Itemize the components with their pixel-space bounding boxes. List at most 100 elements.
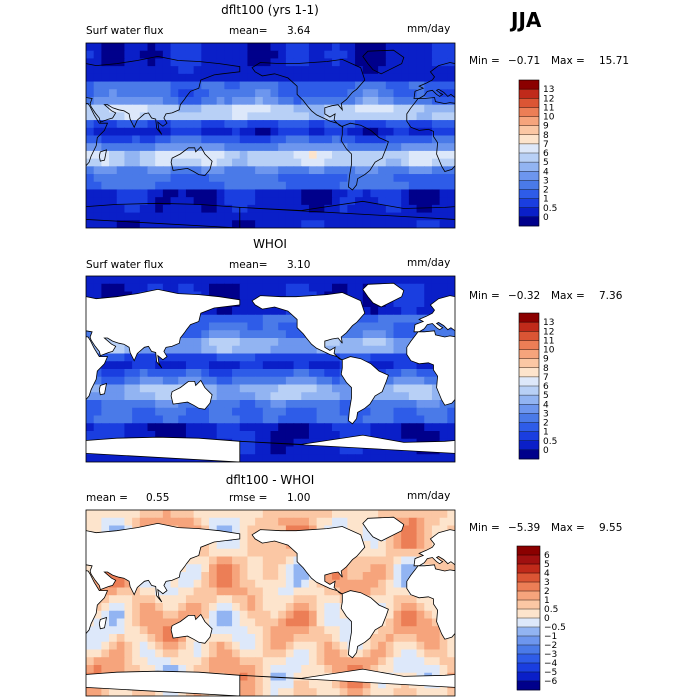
map-cell (416, 400, 425, 409)
map-cell (393, 680, 402, 689)
map-cell (370, 89, 379, 98)
map-cell (385, 89, 395, 98)
map-cell (401, 166, 410, 175)
map-cell (393, 66, 402, 75)
map-cell (209, 610, 218, 620)
map-cell (86, 135, 95, 144)
map-cell (262, 517, 272, 527)
map-cell (416, 166, 425, 175)
map-cell (139, 400, 149, 409)
map-cell (209, 517, 218, 527)
colorbar-swatch (519, 349, 539, 359)
map-cell (362, 73, 372, 83)
map-cell (224, 415, 233, 424)
map-cell (109, 572, 118, 581)
colorbar-swatch (519, 171, 539, 181)
map-cell (332, 665, 341, 674)
map-cell (93, 81, 102, 90)
map-cell (255, 276, 264, 285)
map-cell (401, 649, 410, 658)
map-cell (416, 369, 425, 378)
map-cell (93, 143, 102, 152)
map-cell (109, 212, 118, 221)
map-cell (185, 649, 195, 658)
map-cell (447, 112, 455, 121)
map-cell (362, 572, 372, 581)
map-cell (416, 541, 425, 550)
map-cell (162, 657, 172, 666)
map-cell (278, 143, 287, 152)
map-cell (170, 345, 179, 355)
map-cell (209, 283, 218, 293)
map-cell (439, 135, 448, 144)
map-cell (262, 73, 272, 83)
map-cell (224, 556, 233, 565)
map-cell (162, 212, 172, 221)
map-cell (132, 407, 141, 417)
map-cell (170, 143, 179, 152)
map-cell (247, 626, 256, 635)
map-cell (339, 587, 348, 596)
colorbar-swatch (519, 89, 539, 99)
map-cell (424, 384, 433, 393)
map-cell (408, 291, 418, 300)
map-cell (255, 143, 264, 152)
map-cell (324, 431, 333, 440)
map-cell (416, 150, 425, 160)
map-cell (147, 166, 156, 175)
map-cell (262, 143, 272, 152)
map-cell (132, 135, 141, 144)
map-cell (270, 579, 279, 589)
map-cell (247, 158, 256, 167)
map-cell (270, 618, 279, 627)
map-cell (147, 73, 156, 83)
map-cell (408, 58, 418, 67)
continent-greenland (362, 282, 405, 308)
map-cell (185, 50, 195, 60)
map-cell (308, 579, 318, 589)
map-cell (224, 392, 233, 401)
map-cell (278, 345, 287, 355)
map-cell (439, 291, 448, 300)
map-cell (278, 525, 287, 534)
map-cell (247, 112, 256, 121)
map-cell (185, 595, 195, 604)
map-cell (301, 112, 310, 121)
map-cell (101, 197, 110, 206)
panel-3-mean-label: mean = (86, 492, 128, 504)
map-cell (355, 454, 364, 462)
map-cell (216, 220, 225, 228)
map-cell (193, 407, 202, 417)
colorbar-swatch (517, 645, 540, 655)
map-cell (293, 587, 302, 596)
map-cell (185, 369, 195, 378)
map-cell (255, 291, 264, 300)
map-cell (447, 96, 455, 106)
map-cell (209, 330, 218, 339)
map-cell (401, 454, 410, 462)
map-cell (239, 510, 249, 519)
map-cell (270, 345, 279, 355)
map-cell (247, 423, 256, 432)
map-cell (393, 81, 402, 90)
map-cell (431, 618, 441, 627)
map-cell (439, 174, 448, 183)
map-cell (155, 376, 164, 386)
map-cell (431, 204, 441, 214)
map-cell (170, 127, 179, 137)
map-cell (101, 220, 110, 228)
map-cell (370, 135, 379, 144)
map-cell (262, 283, 272, 293)
colorbar-swatch (519, 198, 539, 209)
panel-3-map (85, 509, 456, 697)
map-cell (124, 384, 133, 393)
map-cell (232, 556, 241, 565)
map-cell (124, 204, 133, 214)
map-cell (355, 415, 364, 424)
map-cell (224, 510, 233, 519)
map-cell (339, 197, 348, 206)
map-cell (401, 572, 410, 581)
map-cell (185, 572, 195, 581)
map-cell (139, 626, 149, 635)
map-cell (370, 314, 379, 324)
